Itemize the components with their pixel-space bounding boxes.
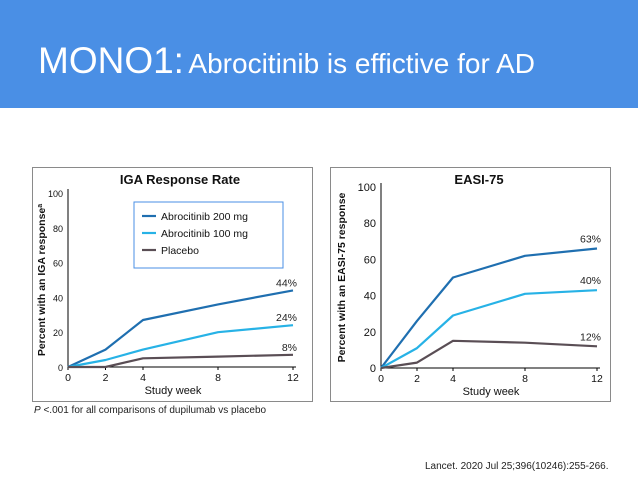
x-tick-label: 2 <box>414 373 420 385</box>
legend-entry: Abrocitinib 200 mg <box>161 211 248 223</box>
x-tick-label: 4 <box>140 372 146 384</box>
y-axis-label: Percent with an IGA responsea <box>36 204 48 356</box>
y-tick-label: 0 <box>370 363 376 375</box>
legend-box <box>133 201 284 269</box>
x-axis-label: Study week <box>463 386 520 398</box>
y-tick-label: 100 <box>358 182 376 194</box>
x-tick-label: 0 <box>65 372 71 384</box>
series-line-abrocitinib-200-mg <box>67 289 294 368</box>
x-tick-label: 12 <box>591 373 603 385</box>
end-value-label: 8% <box>282 342 297 354</box>
y-tick-label: 0 <box>58 363 63 373</box>
end-value-label: 44% <box>276 277 297 289</box>
chart-title: IGA Response Rate <box>120 172 240 187</box>
footnote-p: P <box>34 405 41 416</box>
slide-title: MONO1: Abrocitinib is effictive for AD <box>38 40 535 82</box>
x-tick-label: 12 <box>287 372 299 384</box>
y-tick-label: 40 <box>53 293 63 303</box>
legend-entry: Abrocitinib 100 mg <box>161 228 248 240</box>
end-value-label: 24% <box>276 312 297 324</box>
iga-chart-panel: IGA Response Rate 0 20 40 60 80 100 0 2 4 8 12 Study… <box>32 167 313 402</box>
y-tick-label: 60 <box>364 254 376 266</box>
x-tick-label: 2 <box>103 372 109 384</box>
series-line-abrocitinib-100-mg <box>380 289 598 369</box>
slide-title-main: MONO1: <box>38 40 184 81</box>
easi-75-chart: EASI-75 0 20 40 60 80 100 0 2 4 8 12 Study week Perce… <box>336 172 603 398</box>
series-line-placebo <box>68 353 294 369</box>
x-axis-label: Study week <box>145 385 202 397</box>
series-line-abrocitinib-100-mg <box>67 324 294 369</box>
citation: Lancet. 2020 Jul 25;396(10246):255-266. <box>425 461 609 472</box>
y-tick-label: 20 <box>53 328 63 338</box>
slide-header <box>0 0 638 108</box>
x-tick-label: 4 <box>450 373 456 385</box>
easi-chart-panel: EASI-75 0 20 40 60 80 100 0 2 4 8 12 Study week Perce… <box>330 167 611 402</box>
y-axis-label: Percent with an EASI-75 response <box>336 192 348 362</box>
y-tick-label: 40 <box>364 291 376 303</box>
y-tick-label: 60 <box>53 259 63 269</box>
footnote-text: <.001 for all comparisons of dupilumab v… <box>43 405 267 416</box>
y-tick-label: 100 <box>48 189 63 199</box>
x-tick-label: 8 <box>522 373 528 385</box>
end-value-label: 63% <box>580 234 601 246</box>
chart-title: EASI-75 <box>454 172 503 187</box>
iga-response-chart: IGA Response Rate 0 20 40 60 80 100 0 2 4 8 12 Study… <box>36 172 299 397</box>
series-line-abrocitinib-200-mg <box>380 247 598 369</box>
y-tick-label: 80 <box>53 224 63 234</box>
end-value-label: 12% <box>580 331 601 343</box>
slide-title-rest: Abrocitinib is effictive for AD <box>188 48 535 79</box>
legend-entry: Placebo <box>161 245 199 257</box>
y-tick-label: 80 <box>364 218 376 230</box>
x-tick-label: 0 <box>378 373 384 385</box>
y-axis-label-superscript: a <box>37 204 44 208</box>
series-line-placebo <box>380 339 598 370</box>
x-tick-label: 8 <box>215 372 221 384</box>
footnote: P <.001 for all comparisons of dupilumab… <box>34 405 266 416</box>
end-value-label: 40% <box>580 275 601 287</box>
y-tick-label: 20 <box>364 327 376 339</box>
